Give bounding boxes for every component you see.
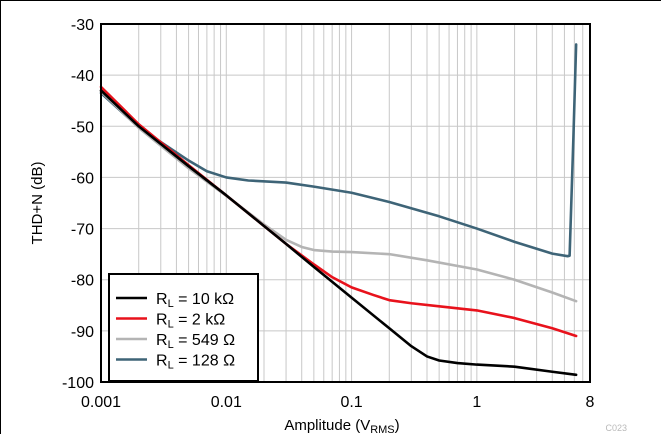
series-line <box>99 43 578 258</box>
x-tick-label: 8 <box>586 394 595 411</box>
y-tick-label: -100 <box>62 375 94 392</box>
series-line <box>99 89 578 377</box>
y-tick-label: -60 <box>71 170 94 187</box>
x-axis-title: Amplitude (VRMS) <box>284 417 399 434</box>
y-tick-label: -40 <box>71 68 94 85</box>
y-tick-label: -90 <box>71 324 94 341</box>
legend-box <box>108 273 259 382</box>
y-tick-label: -50 <box>71 119 94 136</box>
legend-label: RL = 10 kΩ <box>156 291 234 310</box>
legend-label: RL = 128 Ω <box>156 353 235 372</box>
figure-id-watermark: C023 <box>605 423 627 433</box>
x-tick-label: 0.001 <box>81 394 121 411</box>
x-tick-label: 0.1 <box>340 394 362 411</box>
y-tick-label: -80 <box>71 273 94 290</box>
series-layer <box>99 43 578 377</box>
y-tick-label: -70 <box>71 222 94 239</box>
series-line <box>99 90 578 303</box>
y-tick-labels: -30 -40 -50 -60 -70 -80 -90 -100 <box>62 17 94 392</box>
y-tick-label: -30 <box>71 17 94 34</box>
x-tick-labels: 0.001 0.01 0.1 1 8 <box>81 394 595 411</box>
y-axis-title: THD+N (dB) <box>29 162 46 245</box>
plot-frame <box>100 23 591 383</box>
legend-label: RL = 549 Ω <box>156 332 235 351</box>
x-tick-label: 1 <box>472 394 481 411</box>
grid <box>101 24 590 382</box>
legend-label: RL = 2 kΩ <box>156 312 225 331</box>
x-tick-label: 0.01 <box>211 394 242 411</box>
